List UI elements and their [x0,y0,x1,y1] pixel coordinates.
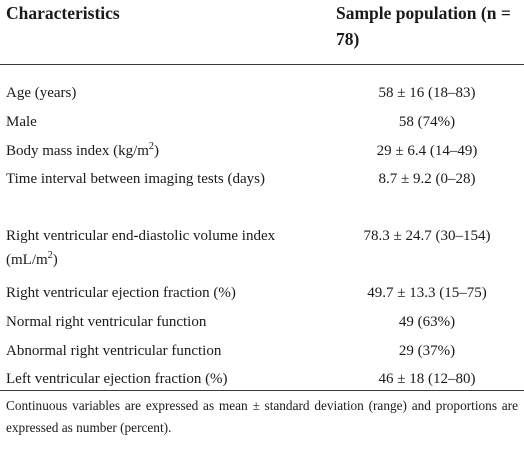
row-label: Abnormal right ventricular function [6,343,222,359]
row-value: 49.7 ± 13.3 (15–75) [367,285,487,301]
row-label: Right ventricular ejection fraction (%) [6,285,236,301]
row-value: 58 (74%) [398,114,456,130]
row-value: 49 (63%) [398,314,456,330]
row-label: Left ventricular ejection fraction (%) [6,371,228,387]
row-label: Time interval between imaging tests (day… [6,171,265,187]
row-value: 78.3 ± 24.7 (30–154) [363,228,491,244]
row-label: Right ventricular end-diastolic volume i… [6,224,324,272]
row-value: 8.7 ± 9.2 (0–28) [378,171,476,187]
row-value: 58 ± 16 (18–83) [378,85,476,101]
row-value: 46 ± 18 (12–80) [378,371,476,387]
footer-rule [0,390,524,391]
header-characteristics: Characteristics [6,3,120,23]
label-superscript: 2 [47,250,53,261]
row-label: Male [6,114,37,130]
header-rule [0,64,524,65]
row-value: 29 ± 6.4 (14–49) [376,143,478,159]
table-footnote: Continuous variables are expressed as me… [6,398,518,435]
label-superscript: 2 [148,141,155,152]
label-text: Right ventricular end-diastolic volume i… [6,228,276,268]
row-value: 29 (37%) [398,343,456,359]
header-sample-population: Sample population (n = 78) [336,3,511,49]
row-label: Normal right ventricular function [6,314,207,330]
row-label: Body mass index (kg/m2) [6,139,324,163]
label-text: ) [154,143,160,159]
label-text: Body mass index (kg/m [6,143,149,159]
label-text: ) [52,252,58,268]
row-label: Age (years) [6,85,77,101]
